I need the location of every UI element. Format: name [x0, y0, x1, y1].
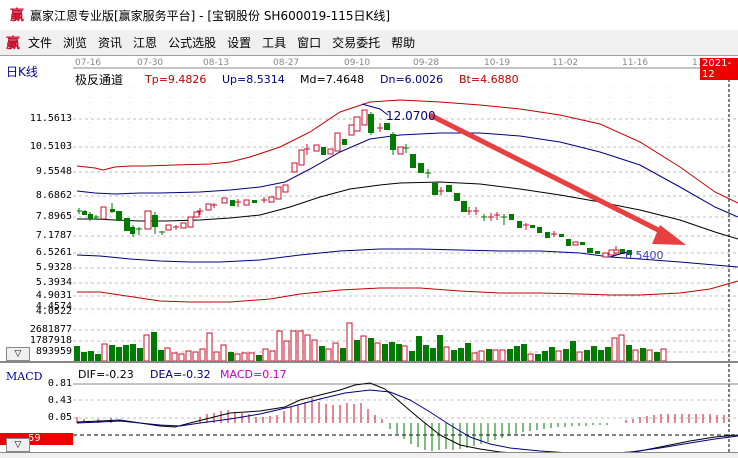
date-label: 08-27: [273, 58, 300, 68]
menu-file[interactable]: 文件: [28, 36, 53, 50]
price-tick: 10.5103: [29, 141, 72, 152]
title-bar: 赢 赢家江恩专业版[赢家服务平台] - [宝钢股份 SH600019-115日K…: [0, 0, 738, 30]
price-tick: 8.6862: [35, 190, 72, 201]
volume-tick: 1787918: [29, 335, 72, 346]
triangle-down-icon: ▽: [14, 440, 22, 450]
cursor-date-badge: 2021-12: [700, 58, 738, 80]
price-tick: 7.1787: [35, 230, 72, 241]
menu-browse[interactable]: 浏览: [63, 36, 88, 50]
macd-label[interactable]: MACD: [6, 370, 43, 383]
macd-tick: 0.81: [47, 378, 72, 389]
volume-dropdown-button[interactable]: ▽: [6, 347, 30, 361]
macd-tick: 0.05: [47, 412, 72, 423]
date-label: 07-30: [137, 58, 164, 68]
macd-box-value: 59: [28, 433, 41, 444]
triangle-down-icon: ▽: [14, 349, 22, 359]
dif-value: DIF=-0.23: [78, 368, 134, 381]
bottom-tab-bar[interactable]: [0, 452, 738, 458]
price-tick: 6.5261: [35, 247, 72, 258]
menu-help[interactable]: 帮助: [391, 36, 416, 50]
menu-gann[interactable]: 江恩: [133, 36, 158, 50]
volume-tick: 2681877: [29, 324, 72, 335]
volume-tick: 893959: [35, 346, 72, 357]
up-value: Up=8.5314: [222, 73, 285, 86]
candles: [77, 109, 632, 258]
kline-chart-area[interactable]: 日K线 07-16 07-30 08-13 08-27 09-10 09-28 …: [0, 57, 738, 458]
menu-logo-icon[interactable]: 赢: [6, 35, 20, 52]
menu-bar: 赢 文件 浏览 资讯 江恩 公式选股 设置 工具 窗口 交易委托 帮助: [0, 30, 738, 56]
date-label: 09-28: [413, 58, 440, 68]
date-label: 07-16: [75, 58, 102, 68]
bt-value: Bt=4.6880: [459, 73, 519, 86]
menu-tools[interactable]: 工具: [262, 36, 287, 50]
date-label: 11-16: [622, 58, 649, 68]
low-price-label: 6.5400: [625, 249, 664, 262]
volume-bars: [74, 322, 667, 362]
dn-value: Dn=6.0026: [380, 73, 444, 86]
price-tick: 5.3934: [35, 277, 72, 288]
date-label: 08-13: [203, 58, 230, 68]
price-tick: 7.8965: [35, 211, 72, 222]
high-price-label: 12.0700: [386, 109, 436, 123]
menu-formula[interactable]: 公式选股: [168, 36, 217, 50]
md-value: Md=7.4648: [300, 73, 365, 86]
date-label: 10-19: [484, 58, 511, 68]
period-label[interactable]: 日K线: [6, 65, 38, 79]
app-logo-icon: 赢: [10, 8, 24, 24]
price-tick: 4.9031: [35, 290, 72, 301]
date-label: 11-02: [552, 58, 579, 68]
chart-canvas: [0, 67, 738, 456]
macd-dropdown-button[interactable]: ▽: [6, 438, 30, 452]
date-label: 09-10: [344, 58, 371, 68]
menu-trade[interactable]: 交易委托: [332, 36, 381, 50]
price-tick: 11.5613: [29, 113, 72, 124]
date-label: 11: [692, 58, 704, 68]
menu-window[interactable]: 窗口: [297, 36, 322, 50]
menu-news[interactable]: 资讯: [98, 36, 123, 50]
price-tick: 5.9328: [35, 262, 72, 273]
macd-tick: 0.43: [47, 395, 72, 406]
tp-value: Tp=9.4826: [145, 73, 207, 86]
price-tick: 4.0522: [35, 306, 72, 317]
dea-value: DEA=-0.32: [150, 368, 211, 381]
indicator-name[interactable]: 极反通道: [75, 73, 124, 87]
menu-settings[interactable]: 设置: [227, 36, 252, 50]
macd-value: MACD=0.17: [220, 368, 287, 381]
price-tick: 9.5548: [35, 166, 72, 177]
window-title: 赢家江恩专业版[赢家服务平台] - [宝钢股份 SH600019-115日K线]: [30, 8, 391, 23]
price-tick: 4.4574: [35, 301, 72, 312]
